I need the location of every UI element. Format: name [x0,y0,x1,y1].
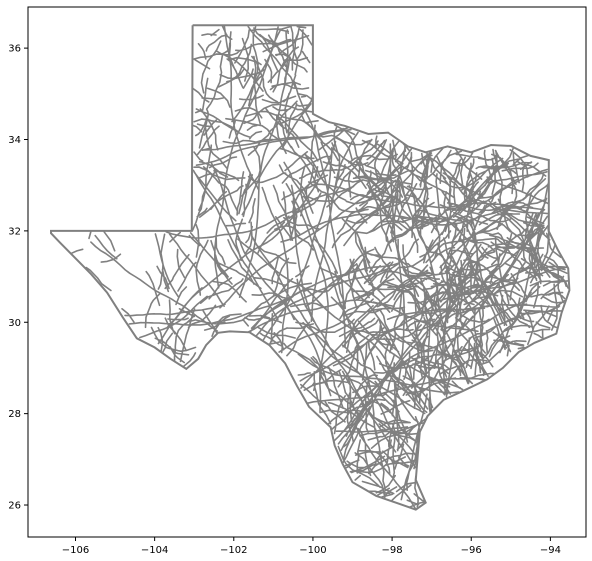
x-tick-label: −98 [382,545,403,556]
x-tick-label: −104 [141,545,168,556]
axes-frame [27,6,587,538]
x-axis: −106 −104 −102 −100 −98 −96 −94 [62,537,561,556]
x-tick-label: −96 [461,545,482,556]
x-tick-label: −94 [540,545,561,556]
x-tick-label: −106 [62,545,89,556]
y-tick-label: 36 [8,44,21,55]
y-tick-label: 26 [8,501,21,512]
x-tick-label: −102 [220,545,247,556]
y-tick-label: 30 [8,318,21,329]
x-tick-label: −100 [299,545,326,556]
y-tick-label: 28 [8,409,21,420]
y-tick-label: 34 [8,135,21,146]
y-axis: 26 28 30 32 34 36 [8,44,28,512]
road-network [50,24,571,511]
y-tick-label: 32 [8,226,21,237]
state-boundary-roads [50,24,571,511]
road-lines [70,25,570,510]
